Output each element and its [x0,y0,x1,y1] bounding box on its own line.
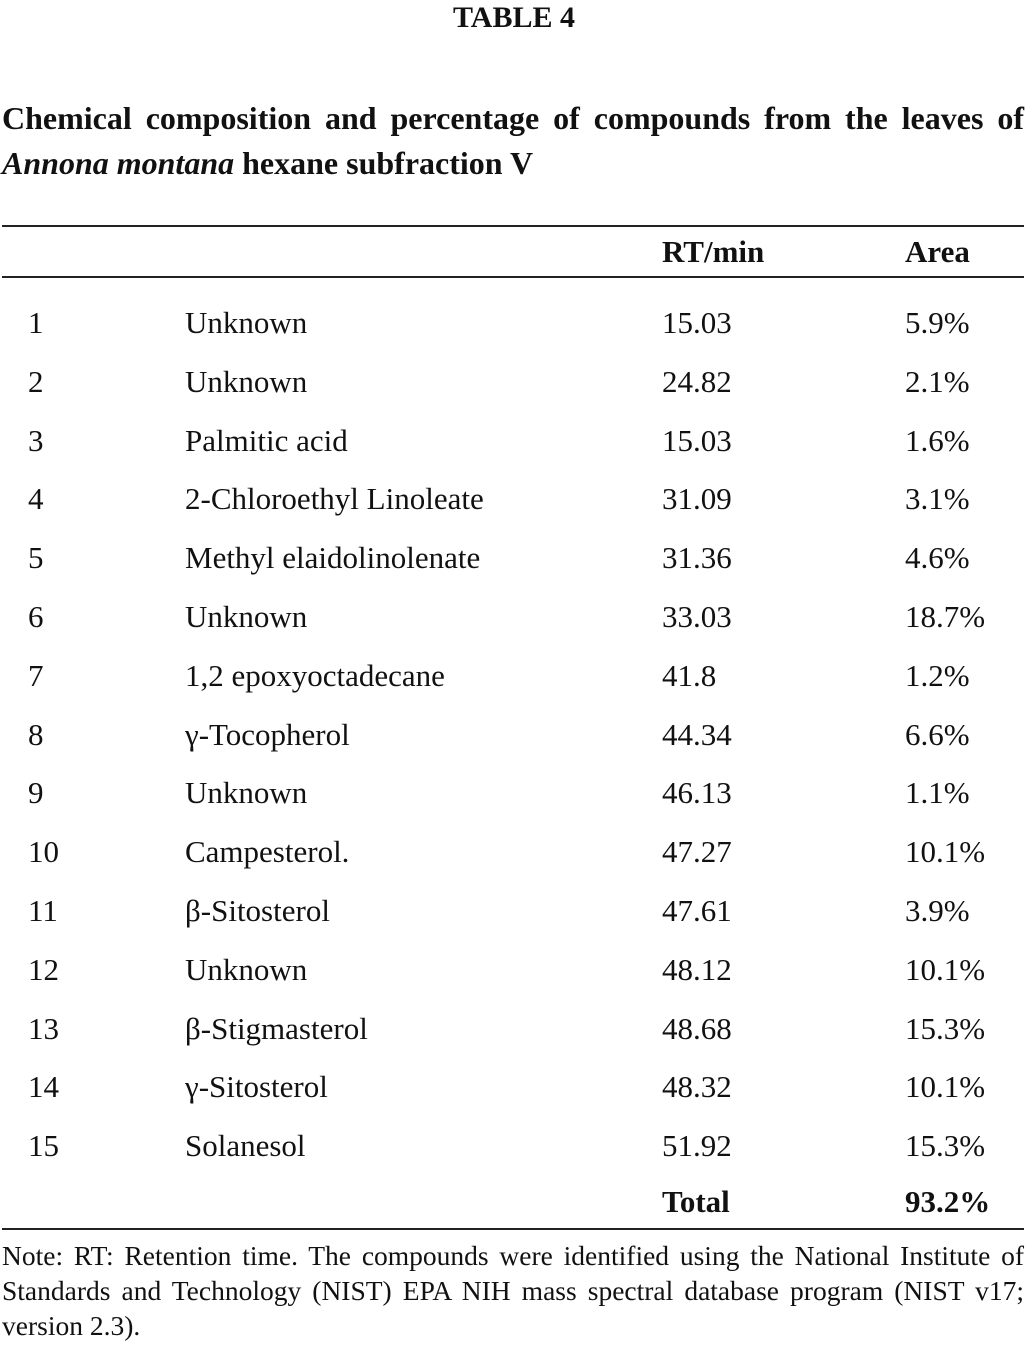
compound-name: Unknown [185,305,308,340]
compound-name: Solanesol [185,1128,306,1164]
header-rule [2,276,1024,278]
retention-time: 48.32 [662,1069,732,1105]
area: 3.9% [905,893,970,928]
area: 3.1% [905,481,970,517]
compound-name: Unknown [185,599,308,634]
header-cell: RT/min [662,234,765,269]
table-title: TABLE 4 [453,1,575,34]
header-cell: Area [905,234,970,269]
area: 10.1% [905,951,986,987]
area: 6.6% [905,716,970,752]
row-number: 1 [28,305,44,340]
compound-name: Methyl elaidolinolenate [185,540,481,576]
area: 18.7% [905,599,986,634]
row-number: 13 [28,1010,59,1046]
compound-name: 2-Chloroethyl Linoleate [185,481,484,517]
area: 15.3% [905,1010,986,1046]
area: 5.9% [905,305,970,340]
area: 10.1% [905,834,986,870]
caption-text: hexane subfraction V [242,145,534,181]
retention-time: 31.36 [662,540,732,576]
retention-time: 51.92 [662,1128,732,1164]
compound-name: Unknown [185,775,308,811]
compound-name: β-Stigmasterol [185,1010,368,1046]
compound-name: Palmitic acid [185,422,348,458]
total-cell: Total [662,1184,730,1219]
retention-time: 48.12 [662,951,732,987]
row-number: 10 [28,834,59,870]
compound-name: γ-Tocopherol [185,716,350,752]
area: 10.1% [905,1069,986,1105]
row-number: 5 [28,540,44,576]
row-number: 4 [28,481,44,517]
table-note: Note: RT: Retention time. The compounds … [2,1240,1024,1341]
area: 4.6% [905,540,970,576]
area: 2.1% [905,363,970,399]
bottom-rule [2,1228,1024,1230]
retention-time: 44.34 [662,716,732,752]
retention-time: 33.03 [662,599,732,634]
row-number: 15 [28,1128,59,1164]
retention-time: 24.82 [662,363,732,399]
retention-time: 15.03 [662,422,732,458]
area: 1.1% [905,775,970,811]
row-number: 11 [28,893,58,928]
area: 15.3% [905,1128,986,1164]
retention-time: 47.27 [662,834,732,870]
compound-name: Unknown [185,951,308,987]
compound-name: β-Sitosterol [185,893,330,928]
table-caption: Chemical composition and percentage of c… [2,96,1024,186]
area: 1.6% [905,422,970,458]
area: 1.2% [905,657,970,693]
total-cell: 93.2% [905,1184,991,1219]
compound-name: γ-Sitosterol [185,1069,328,1105]
row-number: 6 [28,599,44,634]
compound-name: Campesterol. [185,834,350,870]
row-number: 2 [28,363,44,399]
compound-name: Unknown [185,363,308,399]
retention-time: 15.03 [662,305,732,340]
retention-time: 31.09 [662,481,732,517]
retention-time: 48.68 [662,1010,732,1046]
retention-time: 41.8 [662,657,717,693]
row-number: 14 [28,1069,59,1105]
row-number: 8 [28,716,44,752]
caption-species: Annona montana [2,145,235,181]
caption-text: Chemical composition and percentage of c… [2,100,1024,136]
compound-name: 1,2 epoxyoctadecane [185,657,445,693]
row-number: 12 [28,951,59,987]
row-number: 7 [28,657,44,693]
retention-time: 46.13 [662,775,732,811]
row-number: 3 [28,422,44,458]
row-number: 9 [28,775,44,811]
retention-time: 47.61 [662,893,732,928]
top-rule [2,225,1024,227]
